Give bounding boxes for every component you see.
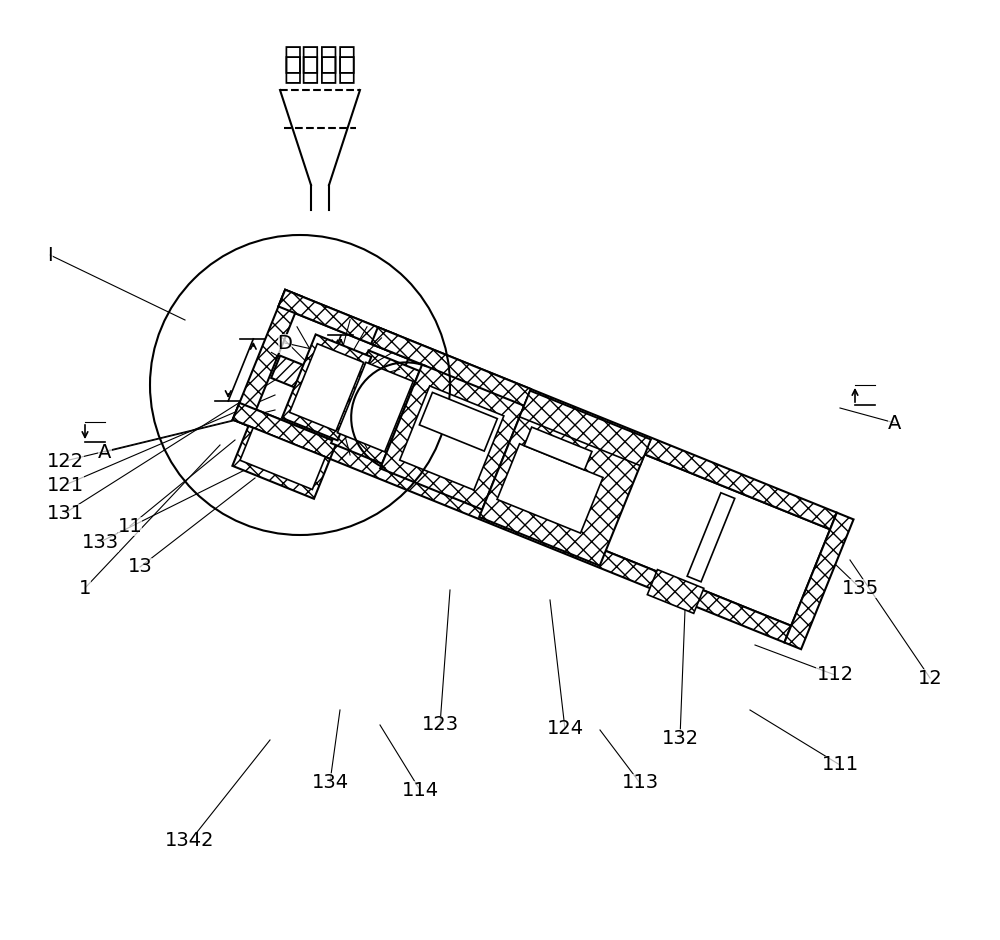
Polygon shape	[331, 351, 420, 463]
Polygon shape	[524, 427, 592, 470]
Polygon shape	[240, 428, 325, 490]
Polygon shape	[278, 290, 396, 352]
Polygon shape	[400, 386, 504, 490]
Polygon shape	[687, 493, 735, 582]
Polygon shape	[337, 362, 413, 452]
Polygon shape	[232, 426, 330, 499]
Text: 134: 134	[311, 773, 349, 791]
Text: 131: 131	[46, 504, 84, 523]
Text: 114: 114	[401, 780, 439, 800]
Text: 132: 132	[661, 728, 699, 747]
Polygon shape	[647, 570, 704, 614]
Text: 123: 123	[421, 715, 459, 734]
Polygon shape	[278, 290, 837, 529]
Text: 12: 12	[918, 668, 942, 687]
Text: I: I	[47, 245, 53, 264]
Polygon shape	[271, 355, 354, 408]
Polygon shape	[371, 327, 531, 406]
Polygon shape	[282, 335, 371, 440]
Polygon shape	[233, 403, 791, 642]
Text: A: A	[98, 443, 112, 462]
Polygon shape	[520, 391, 651, 465]
Text: 113: 113	[621, 774, 659, 792]
Text: 清洗水流: 清洗水流	[284, 45, 357, 74]
Polygon shape	[784, 512, 854, 650]
Text: 135: 135	[841, 578, 879, 598]
Text: 1342: 1342	[165, 832, 215, 851]
Text: A: A	[888, 414, 902, 432]
Text: 111: 111	[821, 756, 859, 775]
Text: 122: 122	[46, 451, 84, 471]
Text: 121: 121	[46, 476, 84, 494]
Polygon shape	[369, 359, 830, 626]
Polygon shape	[290, 344, 364, 431]
Text: 124: 124	[546, 719, 584, 739]
Polygon shape	[233, 290, 302, 427]
Text: 11: 11	[118, 516, 142, 536]
Text: 清洗水流: 清洗水流	[284, 55, 357, 84]
Text: 13: 13	[128, 557, 152, 576]
Polygon shape	[497, 444, 603, 533]
Text: D: D	[278, 334, 292, 352]
Polygon shape	[380, 362, 525, 509]
Text: 133: 133	[81, 532, 119, 552]
Polygon shape	[233, 403, 337, 459]
Polygon shape	[479, 391, 651, 566]
Text: 1: 1	[79, 578, 91, 598]
Polygon shape	[419, 392, 497, 451]
Text: 112: 112	[816, 666, 854, 684]
